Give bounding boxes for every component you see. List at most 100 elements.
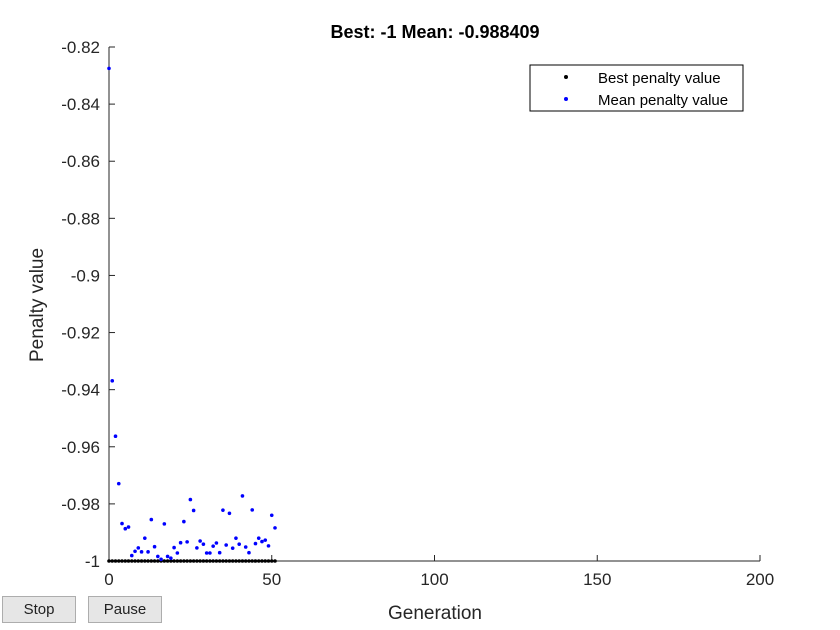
best-point xyxy=(240,559,245,563)
best-point xyxy=(162,559,167,563)
best-point xyxy=(129,559,134,563)
best-point xyxy=(169,559,173,563)
mean-point xyxy=(175,551,180,555)
mean-point xyxy=(224,543,228,547)
legend-label-best: Best penalty value xyxy=(598,70,721,87)
best-point xyxy=(191,559,196,563)
mean-point xyxy=(263,538,268,542)
best-point xyxy=(185,559,189,563)
legend-label-mean: Mean penalty value xyxy=(598,92,728,109)
best-point xyxy=(269,559,274,563)
best-point xyxy=(120,559,124,563)
mean-point xyxy=(110,379,115,383)
mean-point xyxy=(156,554,160,559)
mean-point xyxy=(120,521,124,526)
x-tick-label: 100 xyxy=(420,570,448,589)
best-point xyxy=(253,559,258,563)
mean-point xyxy=(253,541,258,546)
best-point xyxy=(273,559,277,563)
y-tick-label: -0.82 xyxy=(61,38,100,57)
mean-point xyxy=(208,551,212,555)
mean-point xyxy=(165,554,170,559)
best-point xyxy=(263,559,268,563)
chart-title: Best: -1 Mean: -0.988409 xyxy=(330,22,539,42)
mean-point xyxy=(185,540,189,544)
best-point xyxy=(133,559,137,563)
best-point xyxy=(230,559,235,563)
pause-button[interactable]: Pause xyxy=(88,596,162,623)
best-point xyxy=(217,559,222,563)
y-tick-label: -0.86 xyxy=(61,152,100,171)
mean-point xyxy=(172,545,176,550)
mean-point xyxy=(182,519,186,524)
best-point xyxy=(224,559,228,563)
mean-point xyxy=(169,556,173,560)
best-point xyxy=(256,559,261,563)
mean-point xyxy=(230,546,235,550)
mean-point xyxy=(198,539,202,543)
x-axis-label: Generation xyxy=(388,603,482,624)
best-point xyxy=(143,559,147,563)
best-series xyxy=(107,559,277,563)
mean-point xyxy=(126,525,131,529)
best-point xyxy=(172,559,176,563)
best-point xyxy=(266,559,271,563)
x-tick-label: 0 xyxy=(104,570,113,589)
best-point xyxy=(250,559,255,563)
legend-box xyxy=(529,64,744,112)
mean-point xyxy=(136,546,141,550)
y-tick-label: -0.92 xyxy=(61,324,100,343)
best-point xyxy=(243,559,248,563)
best-point xyxy=(260,559,264,563)
best-point xyxy=(204,559,209,563)
best-point xyxy=(136,559,141,563)
best-point xyxy=(178,559,183,563)
mean-point xyxy=(191,508,196,513)
best-point xyxy=(208,559,212,563)
mean-point xyxy=(260,539,264,544)
mean-point xyxy=(139,550,144,554)
best-point xyxy=(188,559,193,563)
mean-point xyxy=(247,550,251,555)
mean-point xyxy=(143,536,147,540)
best-point xyxy=(123,559,128,563)
best-point xyxy=(247,559,251,563)
mean-point xyxy=(234,536,238,540)
best-point xyxy=(113,559,118,563)
mean-point xyxy=(214,541,219,545)
legend-marker-best xyxy=(564,75,568,79)
best-point xyxy=(116,559,121,563)
mean-point xyxy=(201,542,206,546)
best-point xyxy=(234,559,238,563)
mean-point xyxy=(123,526,128,531)
stop-button[interactable]: Stop xyxy=(2,596,76,623)
mean-point xyxy=(250,508,255,512)
mean-point xyxy=(146,550,150,554)
y-tick-label: -0.96 xyxy=(61,438,100,457)
mean-point xyxy=(152,544,157,549)
mean-point xyxy=(129,553,134,558)
mean-point xyxy=(269,513,274,518)
mean-point xyxy=(159,557,163,562)
mean-point xyxy=(149,517,154,522)
y-tick-label: -0.88 xyxy=(61,209,100,228)
x-tick-label: 150 xyxy=(583,570,611,589)
best-point xyxy=(110,559,115,563)
mean-point xyxy=(178,540,183,545)
plot-axes: 0 50 100 150 200 -0.82 -0.84 -0.86 -0.88 -0.9 -0.9… xyxy=(61,38,774,589)
y-tick-label: -0.84 xyxy=(61,95,100,114)
best-point xyxy=(211,559,215,563)
mean-point xyxy=(133,549,137,554)
best-point xyxy=(195,559,199,563)
best-point xyxy=(201,559,206,563)
best-point xyxy=(227,559,232,563)
mean-point xyxy=(113,434,118,439)
y-tick-label: -0.94 xyxy=(61,381,100,400)
mean-point xyxy=(188,497,193,502)
mean-point xyxy=(204,551,209,555)
mean-series xyxy=(107,66,277,562)
best-point xyxy=(139,559,144,563)
y-tick-label: -0.9 xyxy=(71,266,100,285)
best-point xyxy=(165,559,170,563)
mean-point xyxy=(221,508,225,512)
